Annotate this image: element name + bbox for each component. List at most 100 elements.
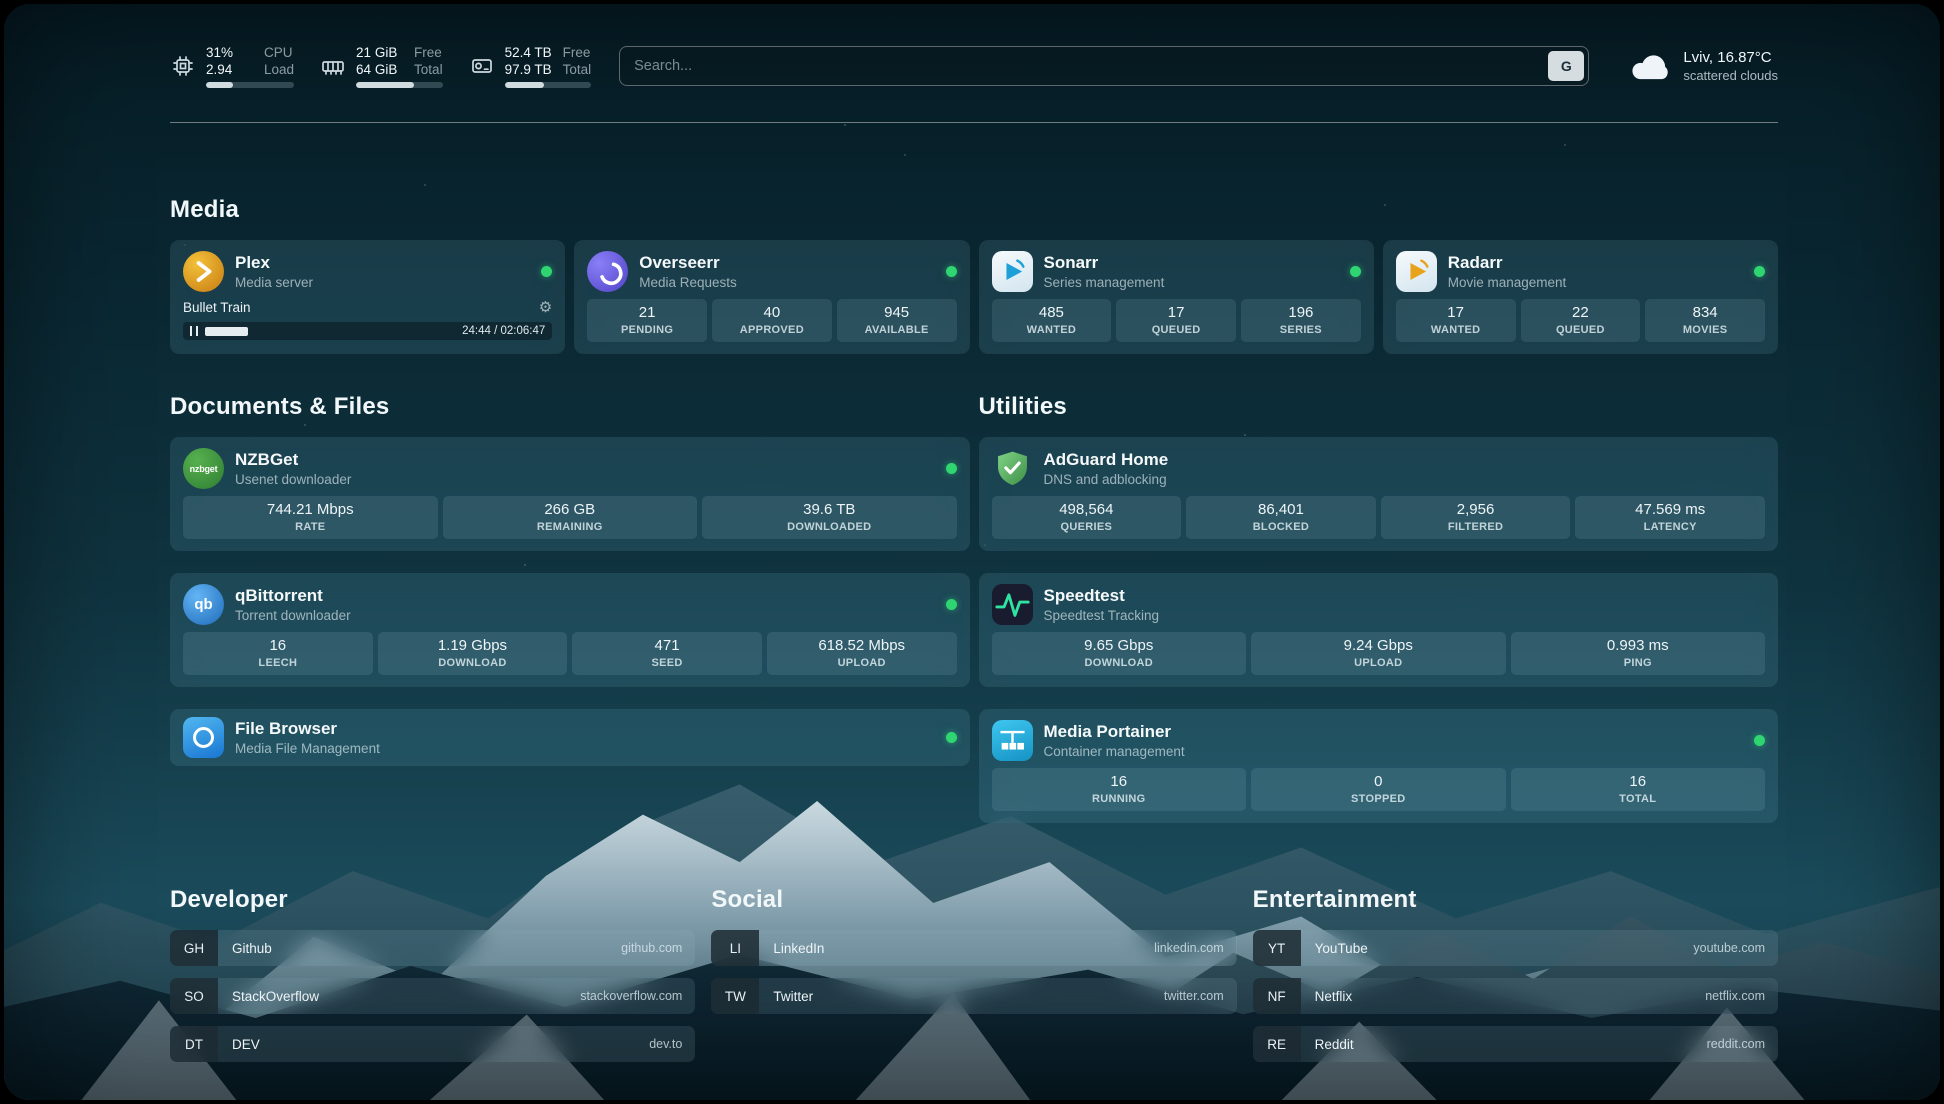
app-subtitle: Container management: [1043, 744, 1185, 759]
playback-time: 24:44 / 02:06:47: [462, 325, 546, 337]
stat-tile: 16 LEECH: [183, 632, 373, 675]
disk-row-1: 52.4 TB Free: [505, 44, 592, 61]
bookmark-youtube[interactable]: YT YouTube youtube.com: [1252, 930, 1778, 966]
speedtest-stats: 9.65 Gbps DOWNLOAD 9.24 Gbps UPLOAD 0.99…: [991, 632, 1765, 675]
bookmark-name: StackOverflow: [232, 988, 320, 1004]
app-card-qbittorrent[interactable]: qb qBittorrent Torrent downloader 16: [170, 573, 970, 687]
dashboard-content: 31% CPU 2.94 Load: [4, 4, 1940, 1062]
stat-value: 945: [884, 304, 910, 321]
stat-value: 17: [1167, 304, 1185, 321]
section-bookmarks: Developer GH Github github.com SO StackO…: [170, 885, 1778, 1062]
stat-value: 17: [1447, 304, 1464, 321]
stat-tile: 266 GB REMAINING: [442, 496, 697, 539]
qbittorrent-header: qb qBittorrent Torrent downloader: [183, 584, 957, 625]
overseerr-title-block: Overseerr Media Requests: [639, 252, 737, 291]
qbittorrent-icon-label: qb: [194, 596, 213, 613]
bookmark-linkedin[interactable]: LI LinkedIn linkedin.com: [711, 930, 1237, 966]
app-card-adguard[interactable]: AdGuard Home DNS and adblocking 498,564 …: [978, 437, 1778, 551]
stat-label: APPROVED: [739, 324, 804, 336]
app-card-filebrowser[interactable]: File Browser Media File Management: [170, 709, 970, 766]
stat-tile: 17 QUEUED: [1116, 299, 1236, 342]
nzbget-title-block: NZBGet Usenet downloader: [235, 449, 351, 488]
memory-free-label: Free: [414, 45, 442, 60]
bookmark-github[interactable]: GH Github github.com: [170, 930, 696, 966]
sonarr-title-block: Sonarr Series management: [1044, 252, 1165, 291]
app-name: AdGuard Home: [1043, 450, 1169, 469]
stat-tile: 9.24 Gbps UPLOAD: [1251, 632, 1506, 675]
bookmark-reddit[interactable]: RE Reddit reddit.com: [1252, 1026, 1778, 1062]
radarr-header: Radarr Movie management: [1395, 251, 1765, 292]
bookmark-abbr: TW: [711, 978, 760, 1014]
app-name: File Browser: [235, 719, 338, 738]
bookmark-group-title: Developer: [170, 886, 288, 913]
bookmark-twitter[interactable]: TW Twitter twitter.com: [711, 978, 1237, 1014]
status-dot: [945, 732, 957, 743]
stat-label: WANTED: [1026, 324, 1077, 336]
speedtest-title-block: Speedtest Speedtest Tracking: [1044, 585, 1160, 624]
disk-widget: 52.4 TB Free 97.9 TB Total: [469, 44, 592, 88]
search-bar: G: [619, 46, 1590, 86]
stat-tile: 40 APPROVED: [712, 299, 832, 342]
stat-value: 471: [654, 637, 680, 654]
disk-free-value: 52.4 TB: [504, 45, 552, 60]
bookmark-netflix[interactable]: NF Netflix netflix.com: [1252, 978, 1778, 1014]
sonarr-icon: [991, 251, 1033, 292]
stat-tile: 0.993 ms PING: [1510, 632, 1765, 675]
app-card-radarr[interactable]: Radarr Movie management 17 WANTED 22 QUE…: [1382, 240, 1778, 354]
bookmark-url: stackoverflow.com: [580, 989, 683, 1003]
bookmark-dev[interactable]: DT DEV dev.to: [170, 1026, 696, 1062]
pause-icon[interactable]: [190, 326, 198, 336]
stat-label: UPLOAD: [1354, 657, 1403, 669]
stat-value: 2,956: [1456, 501, 1495, 518]
section-utilities: Utilities: [978, 392, 1778, 823]
filebrowser-title-block: File Browser Media File Management: [235, 718, 380, 757]
now-playing-title: Bullet Train: [183, 300, 251, 315]
cpu-load: 2.94: [206, 62, 233, 77]
app-subtitle: Torrent downloader: [235, 608, 351, 623]
qbittorrent-title-block: qBittorrent Torrent downloader: [235, 585, 351, 624]
portainer-stats: 16 RUNNING 0 STOPPED 16 TOTAL: [991, 768, 1765, 811]
sonarr-stats: 485 WANTED 17 QUEUED 196 SERIES: [991, 299, 1361, 342]
memory-total-label: Total: [414, 62, 443, 77]
bookmark-stackoverflow[interactable]: SO StackOverflow stackoverflow.com: [170, 978, 696, 1014]
app-name: Sonarr: [1043, 253, 1099, 272]
search-provider-button[interactable]: G: [1548, 51, 1585, 81]
memory-readout: 21 GiB Free 64 GiB Total: [356, 44, 443, 88]
stat-value: 22: [1572, 304, 1589, 321]
portainer-header: Media Portainer Container management: [991, 720, 1765, 761]
cpu-unit-label: CPU: [264, 45, 293, 60]
disk-total-label: Total: [562, 62, 592, 77]
gear-icon[interactable]: ⚙: [538, 298, 553, 316]
media-grid: Plex Media server Bullet Train ⚙: [170, 240, 1778, 354]
stat-label: TOTAL: [1619, 793, 1657, 805]
app-subtitle: Usenet downloader: [235, 472, 352, 487]
search-input[interactable]: [620, 58, 1549, 74]
cpu-load-label: Load: [264, 62, 295, 77]
stat-tile: 1.19 Gbps DOWNLOAD: [377, 632, 568, 675]
bookmark-abbr: GH: [170, 930, 218, 966]
app-card-nzbget[interactable]: nzbget NZBGet Usenet downloader 744.21 M…: [170, 437, 970, 551]
cpu-progress-fill: [206, 82, 234, 88]
stat-label: DOWNLOAD: [1084, 657, 1153, 669]
app-card-speedtest[interactable]: Speedtest Speedtest Tracking 9.65 Gbps D…: [978, 573, 1778, 687]
radarr-icon: [1395, 251, 1437, 292]
stat-label: RUNNING: [1092, 793, 1146, 805]
bookmark-url: netflix.com: [1705, 989, 1765, 1003]
utilities-cards: AdGuard Home DNS and adblocking 498,564 …: [978, 437, 1778, 823]
stat-label: LEECH: [258, 657, 298, 669]
disk-progress-track: [504, 82, 592, 88]
qbittorrent-stats: 16 LEECH 1.19 Gbps DOWNLOAD 471 SEED: [183, 632, 957, 675]
sonarr-header: Sonarr Series management: [991, 251, 1361, 292]
stat-tile: 498,564 QUERIES: [991, 496, 1182, 539]
bookmark-abbr: NF: [1252, 978, 1301, 1014]
app-card-plex[interactable]: Plex Media server Bullet Train ⚙: [170, 240, 566, 354]
overseerr-header: Overseerr Media Requests: [587, 251, 957, 292]
app-card-portainer[interactable]: Media Portainer Container management 16 …: [978, 709, 1778, 823]
cpu-progress-track: [206, 82, 295, 88]
app-card-overseerr[interactable]: Overseerr Media Requests 21 PENDING 40 A…: [574, 240, 970, 354]
bookmark-url: github.com: [621, 941, 683, 955]
stat-label: UPLOAD: [837, 657, 886, 669]
app-card-sonarr[interactable]: Sonarr Series management 485 WANTED 17 Q…: [978, 240, 1374, 354]
playback-track[interactable]: [205, 326, 455, 336]
stat-value: 47.569 ms: [1635, 501, 1706, 518]
